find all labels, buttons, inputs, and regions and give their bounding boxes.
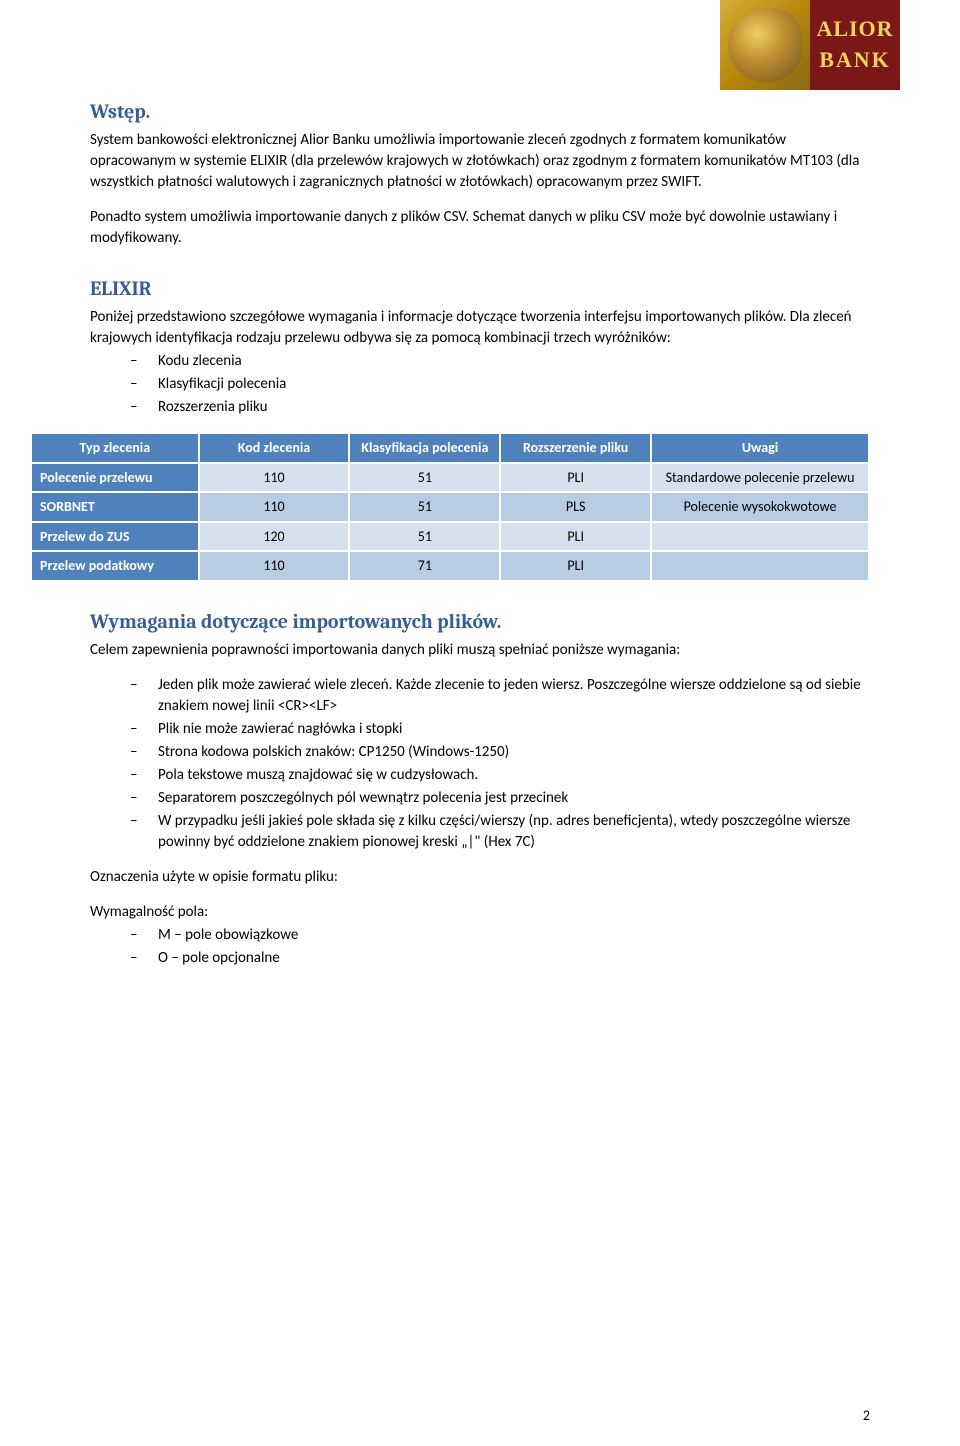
- list-item: Strona kodowa polskich znaków: CP1250 (W…: [130, 742, 870, 763]
- table-row: Polecenie przelewu 110 51 PLI Standardow…: [31, 463, 869, 493]
- cell-uwagi: [651, 522, 869, 552]
- th-rozszerzenie: Rozszerzenie pliku: [500, 433, 651, 463]
- cell-typ: Przelew podatkowy: [31, 551, 199, 581]
- paragraph-oznaczenia: Oznaczenia użyte w opisie formatu pliku:: [90, 867, 870, 888]
- heading-wymagania: Wymagania dotyczące importowanych plików…: [90, 608, 870, 636]
- list-item: O – pole opcjonalne: [130, 948, 870, 969]
- cell-uwagi: Standardowe polecenie przelewu: [651, 463, 869, 493]
- bank-logo: ALIOR BANK: [720, 0, 900, 90]
- th-typ: Typ zlecenia: [31, 433, 199, 463]
- cell-klas: 51: [349, 463, 500, 493]
- cell-kod: 110: [199, 551, 350, 581]
- paragraph-wstep-2: Ponadto system umożliwia importowanie da…: [90, 207, 870, 249]
- heading-wstep: Wstęp.: [90, 98, 870, 126]
- list-item: Jeden plik może zawierać wiele zleceń. K…: [130, 675, 870, 717]
- cell-klas: 51: [349, 522, 500, 552]
- cell-typ: SORBNET: [31, 492, 199, 522]
- table-typy-zlecen: Typ zlecenia Kod zlecenia Klasyfikacja p…: [30, 432, 870, 582]
- list-wymagalnosc: M – pole obowiązkowe O – pole opcjonalne: [90, 925, 870, 969]
- cell-klas: 71: [349, 551, 500, 581]
- cell-kod: 110: [199, 463, 350, 493]
- table-row: Przelew podatkowy 110 71 PLI: [31, 551, 869, 581]
- cell-uwagi: Polecenie wysokokwotowe: [651, 492, 869, 522]
- list-item: Kodu zlecenia: [130, 351, 870, 372]
- heading-elixir: ELIXIR: [90, 275, 870, 303]
- cell-ext: PLI: [500, 551, 651, 581]
- th-uwagi: Uwagi: [651, 433, 869, 463]
- cell-typ: Polecenie przelewu: [31, 463, 199, 493]
- paragraph-wymagalnosc: Wymagalność pola:: [90, 902, 870, 923]
- logo-text: ALIOR BANK: [810, 0, 900, 90]
- cell-kod: 120: [199, 522, 350, 552]
- logo-line1: ALIOR: [816, 14, 893, 45]
- list-wymagania: Jeden plik może zawierać wiele zleceń. K…: [90, 675, 870, 853]
- cell-ext: PLS: [500, 492, 651, 522]
- cell-klas: 51: [349, 492, 500, 522]
- table-row: SORBNET 110 51 PLS Polecenie wysokokwoto…: [31, 492, 869, 522]
- cell-ext: PLI: [500, 522, 651, 552]
- list-item: Pola tekstowe muszą znajdować się w cudz…: [130, 765, 870, 786]
- list-item: Klasyfikacji polecenia: [130, 374, 870, 395]
- cell-typ: Przelew do ZUS: [31, 522, 199, 552]
- logo-line2: BANK: [819, 45, 891, 76]
- th-klasyfikacja: Klasyfikacja polecenia: [349, 433, 500, 463]
- th-kod: Kod zlecenia: [199, 433, 350, 463]
- list-item: Rozszerzenia pliku: [130, 397, 870, 418]
- page-number: 2: [863, 1406, 870, 1426]
- list-item: Separatorem poszczególnych pól wewnątrz …: [130, 788, 870, 809]
- paragraph-wstep-1: System bankowości elektronicznej Alior B…: [90, 130, 870, 193]
- logo-graphic: [720, 0, 810, 90]
- cell-kod: 110: [199, 492, 350, 522]
- list-item: M – pole obowiązkowe: [130, 925, 870, 946]
- list-item: Plik nie może zawierać nagłówka i stopki: [130, 719, 870, 740]
- table-row: Przelew do ZUS 120 51 PLI: [31, 522, 869, 552]
- list-item: W przypadku jeśli jakieś pole składa się…: [130, 811, 870, 853]
- paragraph-elixir: Poniżej przedstawiono szczegółowe wymaga…: [90, 307, 870, 349]
- paragraph-wymagania: Celem zapewnienia poprawności importowan…: [90, 640, 870, 661]
- cell-ext: PLI: [500, 463, 651, 493]
- list-wyrozniki: Kodu zlecenia Klasyfikacji polecenia Roz…: [90, 351, 870, 418]
- cell-uwagi: [651, 551, 869, 581]
